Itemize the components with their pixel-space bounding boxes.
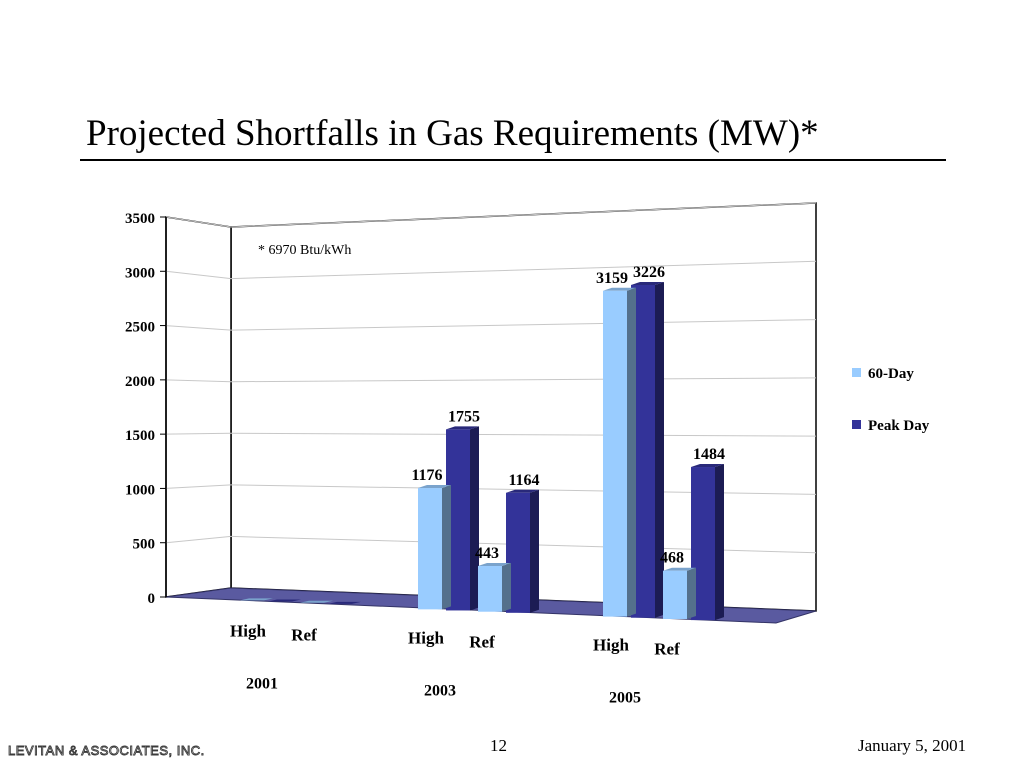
bar-peak-day-top (446, 426, 479, 430)
data-label: 1164 (508, 472, 539, 489)
y-tick-label: 2500 (125, 320, 155, 336)
legend-swatch (852, 368, 861, 377)
year-label: 2005 (609, 690, 641, 707)
gridline (165, 535, 232, 544)
data-label: 468 (660, 550, 684, 567)
x-tick-label: Ref (654, 640, 680, 659)
year-label: 2001 (246, 675, 278, 692)
bar-peak-day-top (506, 489, 539, 493)
gridline (230, 202, 817, 228)
bar-chart: 0 500 1000 1500 2000 2500 3000 3500 * 6970 Btu/k… (125, 202, 930, 707)
data-label: 3159 (596, 270, 628, 287)
gridline (165, 270, 232, 280)
gridline (230, 432, 817, 437)
bar-60-day-top (603, 287, 636, 291)
bar-peak-day-side (470, 426, 479, 611)
bar-60-day-top (478, 563, 511, 567)
bar-60-day-side (502, 563, 511, 612)
page-number: 12 (490, 736, 507, 755)
data-label: 1484 (693, 446, 725, 463)
gridline (230, 319, 817, 331)
gridline (165, 325, 232, 331)
bar-60-day (300, 600, 333, 603)
gridline (165, 432, 232, 435)
legend-label: 60-Day (868, 366, 914, 382)
company-logo: LEVITAN & ASSOCIATES, INC. (8, 743, 205, 759)
y-tick-label: 2000 (125, 374, 155, 390)
bar-60-day-top (418, 485, 451, 489)
y-tick-label: 1500 (125, 428, 155, 444)
data-label: 443 (475, 545, 499, 562)
bar-60-day (240, 598, 273, 601)
bar-peak-day-side (655, 281, 664, 618)
gridline (230, 260, 817, 280)
bar-60-day-side (687, 567, 696, 619)
legend-label: Peak Day (868, 418, 930, 434)
bar-60-day-side (627, 287, 636, 617)
x-tick-label: High (593, 636, 629, 655)
bar-60-day (603, 290, 627, 617)
data-label: 1176 (411, 467, 442, 484)
data-label: 1755 (448, 408, 480, 425)
data-label: 3226 (633, 264, 665, 281)
bar-peak-day-side (715, 464, 724, 621)
title-divider (80, 159, 946, 161)
x-tick-label: High (408, 628, 444, 647)
chart-annotation: * 6970 Btu/kWh (258, 243, 351, 258)
y-tick-label: 3500 (125, 211, 155, 227)
footer-date: January 5, 2001 (858, 736, 967, 755)
x-tick-label: High (230, 621, 266, 640)
y-tick-label: 3000 (125, 265, 155, 281)
y-tick-label: 500 (133, 537, 156, 553)
gridline (165, 216, 232, 228)
slide-title: Projected Shortfalls in Gas Requirements… (86, 113, 819, 154)
gridline (230, 377, 817, 383)
x-tick-label: Ref (291, 625, 317, 644)
gridline (165, 484, 232, 489)
x-tick-label: Ref (469, 632, 495, 651)
bar-60-day-side (442, 485, 451, 610)
bar-60-day (663, 570, 687, 619)
bar-peak-day-top (631, 281, 664, 285)
bar-60-day (478, 566, 502, 612)
bar-60-day-top (663, 567, 696, 571)
bar-peak-day (328, 601, 361, 604)
bar-60-day (418, 488, 442, 610)
y-tick-label: 1000 (125, 482, 155, 498)
y-tick-label: 0 (148, 591, 156, 607)
legend-swatch (852, 420, 861, 429)
year-label: 2003 (424, 682, 456, 699)
bar-peak-day (268, 599, 301, 602)
bar-peak-day-top (691, 464, 724, 468)
gridline (165, 379, 232, 383)
bar-peak-day-side (530, 489, 539, 613)
